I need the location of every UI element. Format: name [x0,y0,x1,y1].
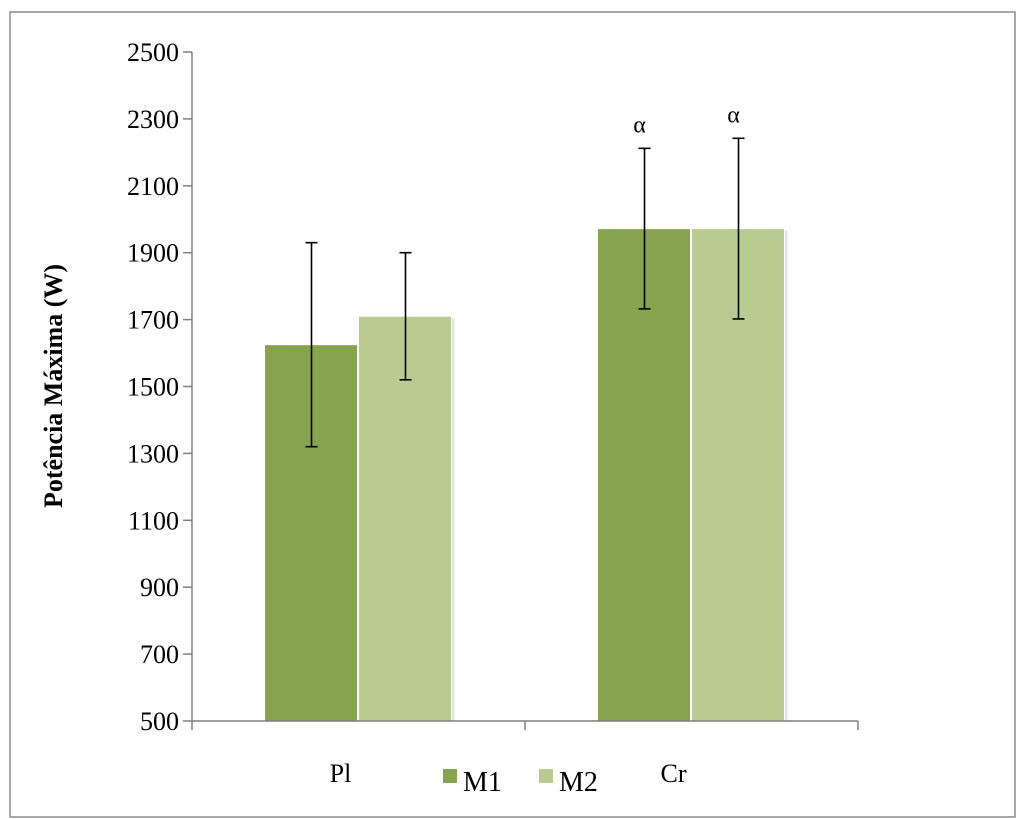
legend-label-m1: M1 [463,767,502,798]
category-label-pl: Pl [330,759,352,788]
y-tick-label: 2300 [127,105,179,134]
y-tick-label: 2100 [127,172,179,201]
bar-m2-pl [358,315,452,722]
error-bar [305,241,318,448]
y-tick-label: 1300 [127,439,179,468]
legend-label-m2: M2 [559,767,598,798]
error-bar [399,251,412,381]
y-tick-label: 2500 [127,38,179,67]
significance-marker: α [727,102,740,128]
y-tick-label: 900 [140,573,179,602]
y-tick-label: 700 [140,640,179,669]
significance-marker: α [633,112,646,138]
chart-frame [9,11,1016,818]
y-tick-label: 1500 [127,373,179,402]
y-tick-label: 1900 [127,239,179,268]
category-label-cr: Cr [661,759,687,788]
error-bar [732,137,745,320]
legend-swatch-m2 [539,769,553,783]
y-tick-label: 1100 [128,506,179,535]
y-tick-label: 1700 [127,306,179,335]
legend-swatch-m1 [443,769,457,783]
y-axis-label: Potência Máxima (W) [39,264,68,508]
error-bar [638,147,651,310]
y-tick-label: 500 [140,707,179,736]
